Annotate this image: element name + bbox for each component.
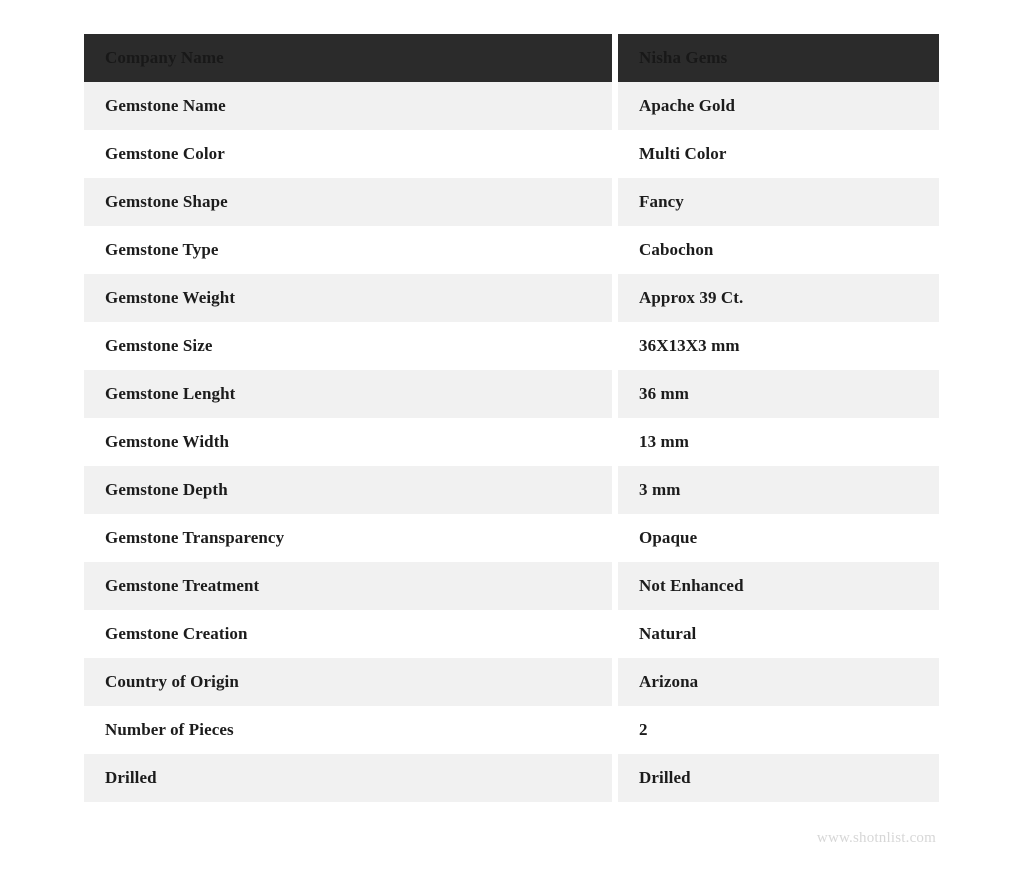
table-row: Gemstone Creation Natural: [84, 610, 939, 658]
column-divider: [612, 226, 618, 274]
row-value-cell: Multi Color: [618, 130, 939, 178]
column-divider: [612, 418, 618, 466]
row-label-cell: Gemstone Color: [84, 130, 612, 178]
row-label-cell: Gemstone Weight: [84, 274, 612, 322]
row-label-cell: Gemstone Size: [84, 322, 612, 370]
column-divider: [612, 178, 618, 226]
row-label-cell: Gemstone Width: [84, 418, 612, 466]
table-row: Gemstone Name Apache Gold: [84, 82, 939, 130]
table-row: Gemstone Transparency Opaque: [84, 514, 939, 562]
row-label-cell: Drilled: [84, 754, 612, 802]
row-value-cell: Arizona: [618, 658, 939, 706]
row-value-cell: Fancy: [618, 178, 939, 226]
table-header-row: Company Name Nisha Gems: [84, 34, 939, 82]
table-row: Gemstone Shape Fancy: [84, 178, 939, 226]
column-divider: [612, 754, 618, 802]
row-label-cell: Gemstone Creation: [84, 610, 612, 658]
row-value-cell: 3 mm: [618, 466, 939, 514]
table-row: Gemstone Color Multi Color: [84, 130, 939, 178]
column-divider: [612, 370, 618, 418]
row-value-cell: Natural: [618, 610, 939, 658]
column-divider: [612, 562, 618, 610]
row-label-cell: Gemstone Treatment: [84, 562, 612, 610]
column-divider: [612, 34, 618, 82]
row-value-cell: 13 mm: [618, 418, 939, 466]
column-divider: [612, 658, 618, 706]
table-row: Number of Pieces 2: [84, 706, 939, 754]
column-divider: [612, 610, 618, 658]
column-divider: [612, 514, 618, 562]
row-value-cell: Approx 39 Ct.: [618, 274, 939, 322]
column-divider: [612, 466, 618, 514]
row-label-cell: Number of Pieces: [84, 706, 612, 754]
row-label-cell: Gemstone Name: [84, 82, 612, 130]
table-row: Gemstone Treatment Not Enhanced: [84, 562, 939, 610]
table-row: Gemstone Depth 3 mm: [84, 466, 939, 514]
column-divider: [612, 82, 618, 130]
row-value-cell: 36 mm: [618, 370, 939, 418]
row-label-cell: Gemstone Shape: [84, 178, 612, 226]
row-label-cell: Gemstone Depth: [84, 466, 612, 514]
table-body: Company Name Nisha Gems Gemstone Name Apa…: [84, 34, 939, 802]
header-label-cell: Company Name: [84, 34, 612, 82]
row-label-cell: Gemstone Transparency: [84, 514, 612, 562]
table-row: Gemstone Lenght 36 mm: [84, 370, 939, 418]
table-row: Gemstone Type Cabochon: [84, 226, 939, 274]
table-row: Gemstone Width 13 mm: [84, 418, 939, 466]
table-row: Gemstone Size 36X13X3 mm: [84, 322, 939, 370]
row-value-cell: Drilled: [618, 754, 939, 802]
table-row: Country of Origin Arizona: [84, 658, 939, 706]
row-value-cell: Apache Gold: [618, 82, 939, 130]
row-value-cell: Cabochon: [618, 226, 939, 274]
column-divider: [612, 706, 618, 754]
column-divider: [612, 274, 618, 322]
row-value-cell: 2: [618, 706, 939, 754]
row-value-cell: 36X13X3 mm: [618, 322, 939, 370]
row-label-cell: Gemstone Type: [84, 226, 612, 274]
row-label-cell: Country of Origin: [84, 658, 612, 706]
row-value-cell: Not Enhanced: [618, 562, 939, 610]
column-divider: [612, 130, 618, 178]
column-divider: [612, 322, 618, 370]
header-value-cell: Nisha Gems: [618, 34, 939, 82]
table-row: Gemstone Weight Approx 39 Ct.: [84, 274, 939, 322]
site-watermark: www.shotnlist.com: [816, 830, 936, 846]
row-label-cell: Gemstone Lenght: [84, 370, 612, 418]
gemstone-specification-table: Company Name Nisha Gems Gemstone Name Apa…: [84, 34, 939, 802]
row-value-cell: Opaque: [618, 514, 939, 562]
table-row: Drilled Drilled: [84, 754, 939, 802]
